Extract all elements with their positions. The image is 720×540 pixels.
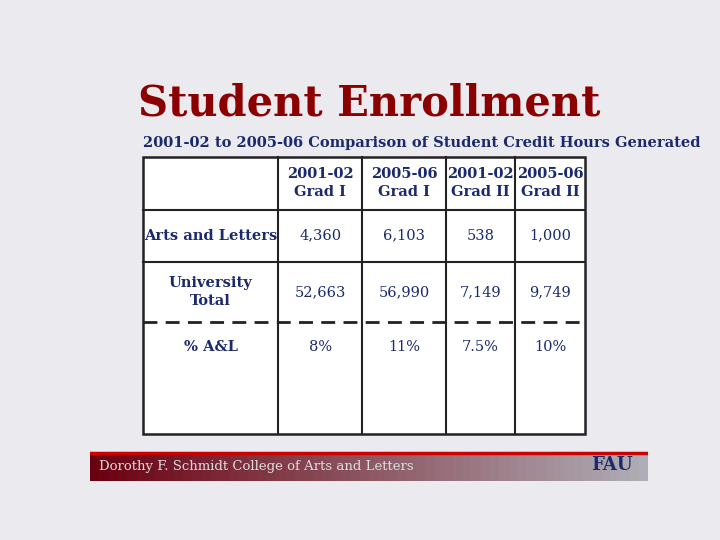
Bar bbox=[462, 453, 472, 481]
Text: 8%: 8% bbox=[309, 340, 332, 354]
Bar bbox=[230, 453, 240, 481]
Bar bbox=[472, 453, 482, 481]
Bar bbox=[174, 453, 184, 481]
Bar bbox=[118, 453, 128, 481]
Bar bbox=[620, 453, 630, 481]
Bar bbox=[527, 453, 537, 481]
Bar bbox=[629, 453, 639, 481]
Text: FAU: FAU bbox=[591, 456, 632, 474]
Bar bbox=[99, 453, 109, 481]
Bar bbox=[285, 453, 295, 481]
Bar bbox=[360, 453, 370, 481]
Text: 2005-06
Grad II: 2005-06 Grad II bbox=[517, 167, 584, 199]
Text: 10%: 10% bbox=[534, 340, 567, 354]
Bar bbox=[332, 453, 342, 481]
Bar bbox=[481, 453, 490, 481]
Text: University
Total: University Total bbox=[168, 276, 253, 308]
Bar bbox=[574, 453, 584, 481]
Text: 9,749: 9,749 bbox=[529, 285, 571, 299]
Bar bbox=[239, 453, 249, 481]
Bar bbox=[639, 453, 649, 481]
Text: % A&L: % A&L bbox=[184, 340, 238, 354]
Text: 2001-02
Grad II: 2001-02 Grad II bbox=[447, 167, 514, 199]
Bar bbox=[593, 453, 602, 481]
Bar bbox=[266, 453, 276, 481]
Text: 7.5%: 7.5% bbox=[462, 340, 499, 354]
Bar bbox=[425, 453, 435, 481]
Text: 2005-06
Grad I: 2005-06 Grad I bbox=[371, 167, 437, 199]
Bar bbox=[258, 453, 267, 481]
Bar bbox=[508, 453, 518, 481]
Text: 2001-02 to 2005-06 Comparison of Student Credit Hours Generated: 2001-02 to 2005-06 Comparison of Student… bbox=[143, 136, 701, 150]
Bar bbox=[145, 453, 156, 481]
Bar bbox=[406, 453, 416, 481]
Bar bbox=[434, 453, 444, 481]
Bar bbox=[192, 453, 202, 481]
Bar bbox=[387, 453, 397, 481]
Bar bbox=[202, 453, 212, 481]
Bar bbox=[294, 453, 305, 481]
Bar bbox=[313, 453, 323, 481]
Text: 6,103: 6,103 bbox=[383, 229, 425, 243]
Bar bbox=[601, 453, 611, 481]
Bar bbox=[453, 453, 463, 481]
Bar bbox=[323, 453, 333, 481]
Bar bbox=[444, 453, 454, 481]
Bar bbox=[415, 453, 426, 481]
Bar bbox=[536, 453, 546, 481]
Text: 11%: 11% bbox=[388, 340, 420, 354]
Bar bbox=[518, 453, 528, 481]
Bar bbox=[490, 453, 500, 481]
Bar bbox=[164, 453, 174, 481]
Bar bbox=[155, 453, 165, 481]
Bar bbox=[499, 453, 509, 481]
Bar bbox=[369, 453, 379, 481]
Text: 538: 538 bbox=[467, 229, 495, 243]
Bar bbox=[211, 453, 221, 481]
Text: Arts and Letters: Arts and Letters bbox=[144, 229, 277, 243]
Bar bbox=[397, 453, 407, 481]
Bar bbox=[90, 453, 100, 481]
Bar bbox=[143, 157, 585, 434]
Text: 56,990: 56,990 bbox=[378, 285, 430, 299]
Bar bbox=[143, 157, 585, 434]
Text: 4,360: 4,360 bbox=[299, 229, 341, 243]
Bar bbox=[555, 453, 565, 481]
Bar bbox=[137, 453, 147, 481]
Bar bbox=[583, 453, 593, 481]
Text: 2001-02
Grad I: 2001-02 Grad I bbox=[287, 167, 354, 199]
Bar bbox=[304, 453, 314, 481]
Bar bbox=[564, 453, 575, 481]
Bar bbox=[220, 453, 230, 481]
Text: 1,000: 1,000 bbox=[529, 229, 572, 243]
Bar bbox=[183, 453, 193, 481]
Text: 7,149: 7,149 bbox=[460, 285, 501, 299]
Bar bbox=[611, 453, 621, 481]
Bar bbox=[351, 453, 361, 481]
Text: Student Enrollment: Student Enrollment bbox=[138, 82, 600, 124]
Bar bbox=[109, 453, 119, 481]
Bar bbox=[276, 453, 286, 481]
Bar bbox=[248, 453, 258, 481]
Text: Dorothy F. Schmidt College of Arts and Letters: Dorothy F. Schmidt College of Arts and L… bbox=[99, 460, 414, 473]
Bar bbox=[127, 453, 138, 481]
Bar bbox=[378, 453, 388, 481]
Bar bbox=[341, 453, 351, 481]
Bar bbox=[546, 453, 556, 481]
Text: 52,663: 52,663 bbox=[294, 285, 346, 299]
